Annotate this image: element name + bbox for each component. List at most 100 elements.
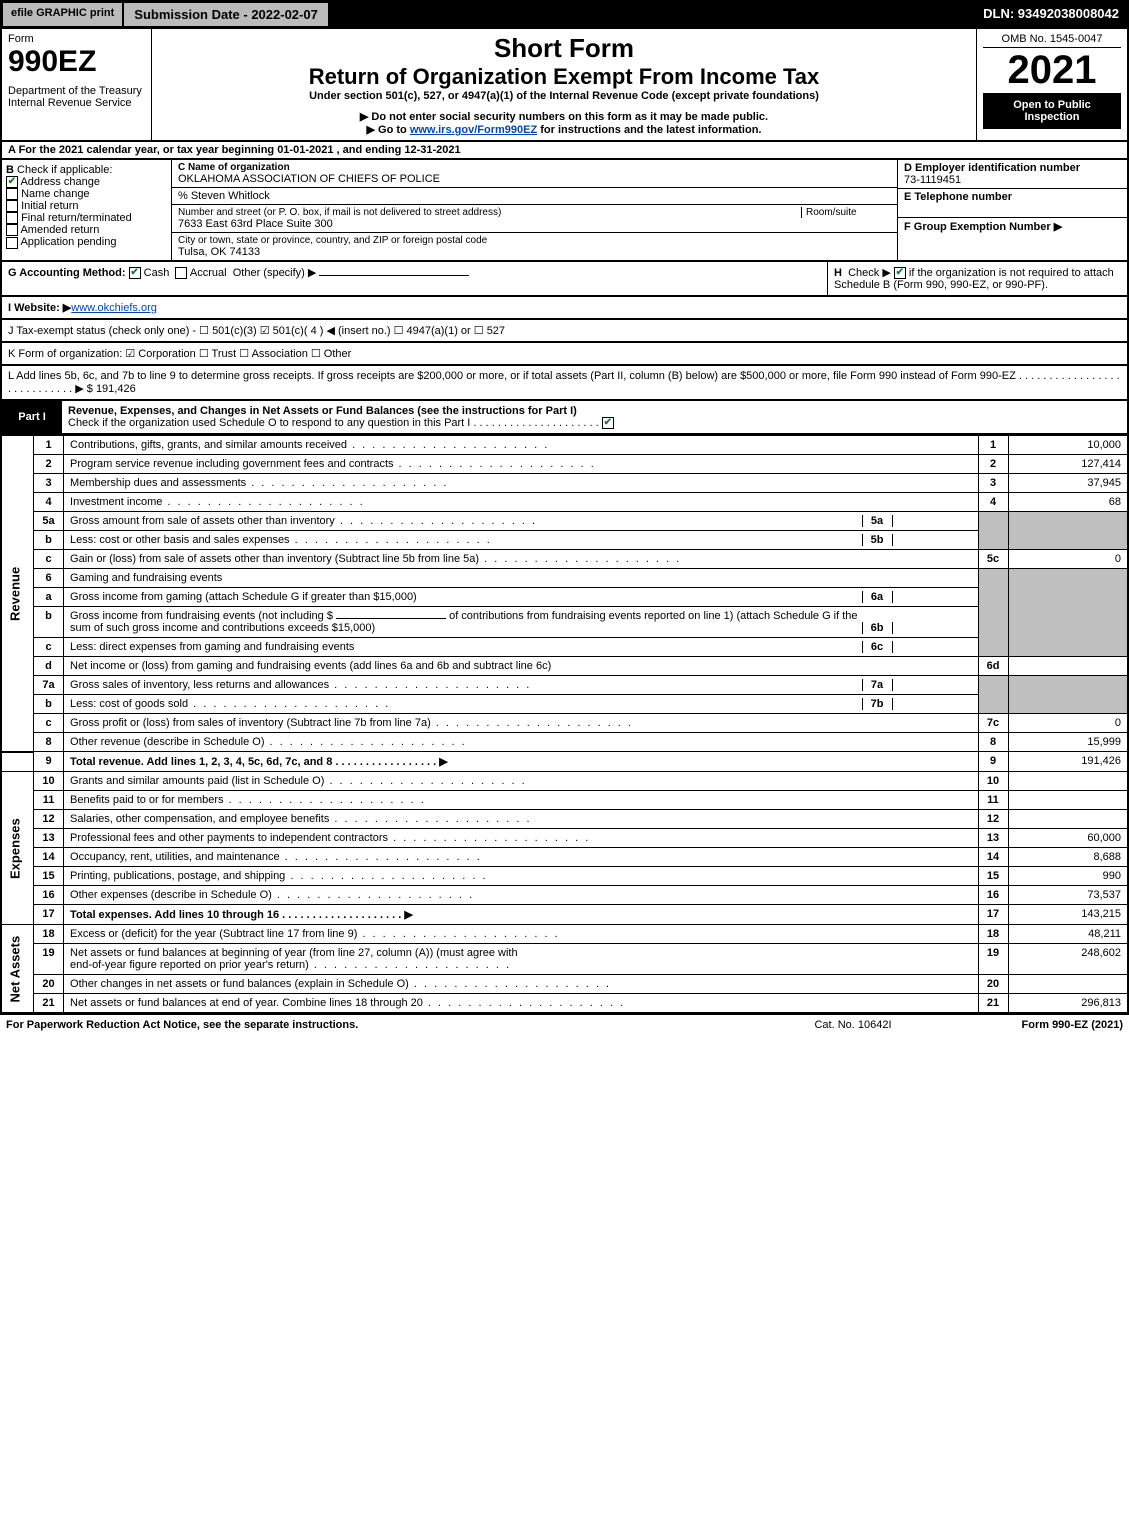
line-16-desc: Other expenses (describe in Schedule O) <box>70 889 474 901</box>
section-b: B Check if applicable: ✔ Address change … <box>2 160 172 260</box>
line-4-desc: Investment income <box>70 496 365 508</box>
line-19-desc-1: Net assets or fund balances at beginning… <box>70 947 518 959</box>
row-a-tax-year: A For the 2021 calendar year, or tax yea… <box>0 142 1129 160</box>
f-group-exemption: F Group Exemption Number ▶ <box>904 221 1062 233</box>
row-gh: G Accounting Method: ✔ Cash Accrual Othe… <box>0 262 1129 297</box>
line-19-amount: 248,602 <box>1008 944 1128 975</box>
line-14-amount: 8,688 <box>1008 848 1128 867</box>
omb-number: OMB No. 1545-0047 <box>983 33 1121 48</box>
line-4-amount: 68 <box>1008 493 1128 512</box>
line-5c-desc: Gain or (loss) from sale of assets other… <box>70 553 681 565</box>
ssn-warning: ▶ Do not enter social security numbers o… <box>158 110 970 123</box>
part-i-label: Part I <box>2 401 62 433</box>
section-def: D Employer identification number 73-1119… <box>897 160 1127 260</box>
care-of: % Steven Whitlock <box>172 188 897 205</box>
line-5c-amount: 0 <box>1008 550 1128 569</box>
submission-date: Submission Date - 2022-02-07 <box>123 2 329 27</box>
section-bcdef: B Check if applicable: ✔ Address change … <box>0 160 1129 262</box>
part-i-table: Revenue 1 Contributions, gifts, grants, … <box>0 435 1129 1014</box>
line-7a-desc: Gross sales of inventory, less returns a… <box>70 679 861 691</box>
tax-year: 2021 <box>983 48 1121 93</box>
line-15-amount: 990 <box>1008 867 1128 886</box>
line-21-amount: 296,813 <box>1008 994 1128 1014</box>
form-ref: Form 990-EZ (2021) <box>943 1019 1123 1031</box>
form-number: 990EZ <box>8 45 145 79</box>
line-7b-desc: Less: cost of goods sold <box>70 698 861 710</box>
paperwork-notice: For Paperwork Reduction Act Notice, see … <box>6 1019 763 1031</box>
efile-print-button[interactable]: efile GRAPHIC print <box>2 2 123 27</box>
line-14-desc: Occupancy, rent, utilities, and maintena… <box>70 851 482 863</box>
check-final-return[interactable] <box>6 212 18 224</box>
line-19-desc-2: end-of-year figure reported on prior yea… <box>70 959 511 971</box>
page-footer: For Paperwork Reduction Act Notice, see … <box>0 1014 1129 1035</box>
check-schedule-o-part-i[interactable]: ✔ <box>602 417 614 429</box>
line-6c-desc: Less: direct expenses from gaming and fu… <box>70 641 861 653</box>
row-j-tax-exempt: J Tax-exempt status (check only one) - ☐… <box>0 320 1129 343</box>
form-word: Form <box>8 33 145 45</box>
check-amended-return[interactable] <box>6 224 18 236</box>
line-17-amount: 143,215 <box>1008 905 1128 925</box>
line-8-amount: 15,999 <box>1008 733 1128 752</box>
line-18-desc: Excess or (deficit) for the year (Subtra… <box>70 928 560 940</box>
line-1-desc: Contributions, gifts, grants, and simila… <box>70 439 549 451</box>
e-telephone-label: E Telephone number <box>904 191 1012 203</box>
line-13-desc: Professional fees and other payments to … <box>70 832 590 844</box>
check-address-change[interactable]: ✔ <box>6 176 18 188</box>
revenue-section-label: Revenue <box>1 436 34 752</box>
irs-link[interactable]: www.irs.gov/Form990EZ <box>410 124 537 136</box>
check-application-pending[interactable] <box>6 237 18 249</box>
line-7c-amount: 0 <box>1008 714 1128 733</box>
section-c: C Name of organization OKLAHOMA ASSOCIAT… <box>172 160 897 260</box>
row-k-form-org: K Form of organization: ☑ Corporation ☐ … <box>0 343 1129 366</box>
ein-value: 73-1119451 <box>904 174 961 186</box>
line-5a-desc: Gross amount from sale of assets other t… <box>70 515 861 527</box>
line-2-desc: Program service revenue including govern… <box>70 458 596 470</box>
line-12-desc: Salaries, other compensation, and employ… <box>70 813 532 825</box>
street-address: 7633 East 63rd Place Suite 300 <box>178 218 891 230</box>
line-13-amount: 60,000 <box>1008 829 1128 848</box>
line-6-desc: Gaming and fundraising events <box>64 569 978 588</box>
check-initial-return[interactable] <box>6 200 18 212</box>
part-i-header: Part I Revenue, Expenses, and Changes in… <box>0 401 1129 435</box>
line-3-amount: 37,945 <box>1008 474 1128 493</box>
line-5b-desc: Less: cost or other basis and sales expe… <box>70 534 861 546</box>
open-to-public: Open to Public Inspection <box>983 93 1121 129</box>
city-state-zip: Tulsa, OK 74133 <box>178 246 891 258</box>
part-i-title: Revenue, Expenses, and Changes in Net As… <box>68 405 577 417</box>
short-form-title: Short Form <box>158 33 970 64</box>
check-name-change[interactable] <box>6 188 18 200</box>
row-i-website: I Website: ▶www.okchiefs.org <box>0 297 1129 320</box>
form-header: Form 990EZ Department of the Treasury In… <box>0 29 1129 142</box>
line-8-desc: Other revenue (describe in Schedule O) <box>70 736 467 748</box>
check-cash[interactable]: ✔ <box>129 267 141 279</box>
expenses-section-label: Expenses <box>1 772 34 925</box>
line-16-amount: 73,537 <box>1008 886 1128 905</box>
line-9-desc: Total revenue. Add lines 1, 2, 3, 4, 5c,… <box>70 756 448 768</box>
line-3-desc: Membership dues and assessments <box>70 477 448 489</box>
check-schedule-b[interactable]: ✔ <box>894 267 906 279</box>
line-2-amount: 127,414 <box>1008 455 1128 474</box>
net-assets-section-label: Net Assets <box>1 925 34 1014</box>
line-1-amount: 10,000 <box>1008 436 1128 455</box>
main-title: Return of Organization Exempt From Incom… <box>158 64 970 90</box>
dln-label: DLN: 93492038008042 <box>975 2 1127 27</box>
line-18-amount: 48,211 <box>1008 925 1128 944</box>
cat-number: Cat. No. 10642I <box>763 1019 943 1031</box>
line-11-desc: Benefits paid to or for members <box>70 794 426 806</box>
gross-receipts-amount: 191,426 <box>96 383 136 395</box>
org-name: OKLAHOMA ASSOCIATION OF CHIEFS OF POLICE <box>178 173 891 185</box>
dept-treasury: Department of the Treasury <box>8 85 145 97</box>
line-10-desc: Grants and similar amounts paid (list in… <box>70 775 527 787</box>
check-accrual[interactable] <box>175 267 187 279</box>
line-15-desc: Printing, publications, postage, and shi… <box>70 870 488 882</box>
line-6d-desc: Net income or (loss) from gaming and fun… <box>64 657 978 676</box>
line-9-amount: 191,426 <box>1008 752 1128 772</box>
row-l-gross-receipts: L Add lines 5b, 6c, and 7b to line 9 to … <box>0 366 1129 401</box>
irs-label: Internal Revenue Service <box>8 97 145 109</box>
d-label: D Employer identification number <box>904 162 1080 174</box>
website-link[interactable]: www.okchiefs.org <box>71 302 157 314</box>
line-6a-desc: Gross income from gaming (attach Schedul… <box>70 591 861 603</box>
top-bar: efile GRAPHIC print Submission Date - 20… <box>0 0 1129 29</box>
line-21-desc: Net assets or fund balances at end of ye… <box>70 997 625 1009</box>
goto-instructions: ▶ Go to www.irs.gov/Form990EZ for instru… <box>158 123 970 136</box>
